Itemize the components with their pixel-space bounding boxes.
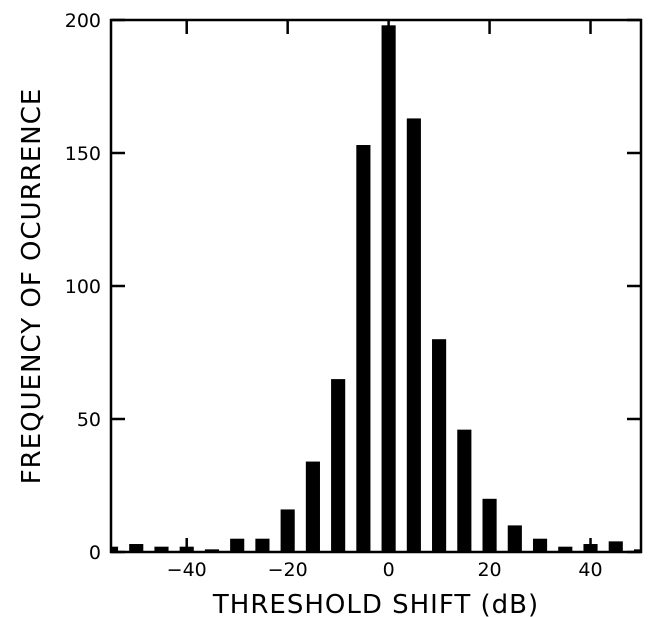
bars-group xyxy=(111,25,641,553)
x-tick-label: 20 xyxy=(477,559,501,581)
bar xyxy=(255,538,270,552)
y-tick-label: 150 xyxy=(65,143,101,165)
bar xyxy=(280,509,295,552)
y-tick-label: 200 xyxy=(65,10,101,32)
x-axis-title: THRESHOLD SHIFT (dB) xyxy=(212,590,539,617)
y-axis-title: FREQUENCY OF OCURRENCE xyxy=(17,88,47,485)
bar xyxy=(154,546,169,552)
bar xyxy=(482,498,497,552)
tick-labels-group: 0 50 100 150 200 −40 −20 0 20 40 xyxy=(65,10,603,581)
bar xyxy=(381,25,396,552)
bar xyxy=(432,339,447,552)
x-tick-label: −20 xyxy=(268,559,308,581)
bar xyxy=(507,525,522,552)
bar xyxy=(608,541,623,552)
bar xyxy=(111,546,119,552)
plot-frame xyxy=(109,18,643,554)
bar xyxy=(532,538,548,552)
bar xyxy=(457,429,472,552)
bar xyxy=(129,544,144,552)
x-tick-label: 0 xyxy=(383,559,395,581)
bar xyxy=(558,546,573,552)
y-tick-label: 100 xyxy=(65,276,101,298)
y-tick-label: 0 xyxy=(89,542,101,564)
bar xyxy=(305,461,320,552)
x-tick-label: −40 xyxy=(167,559,207,581)
ticks-group xyxy=(111,18,641,554)
bar xyxy=(356,145,371,552)
bar xyxy=(204,549,220,552)
bar xyxy=(331,379,346,552)
bar xyxy=(633,549,641,552)
y-tick-label: 50 xyxy=(77,409,101,431)
x-tick-label: 40 xyxy=(578,559,602,581)
bar xyxy=(406,118,421,553)
bar xyxy=(230,538,245,552)
